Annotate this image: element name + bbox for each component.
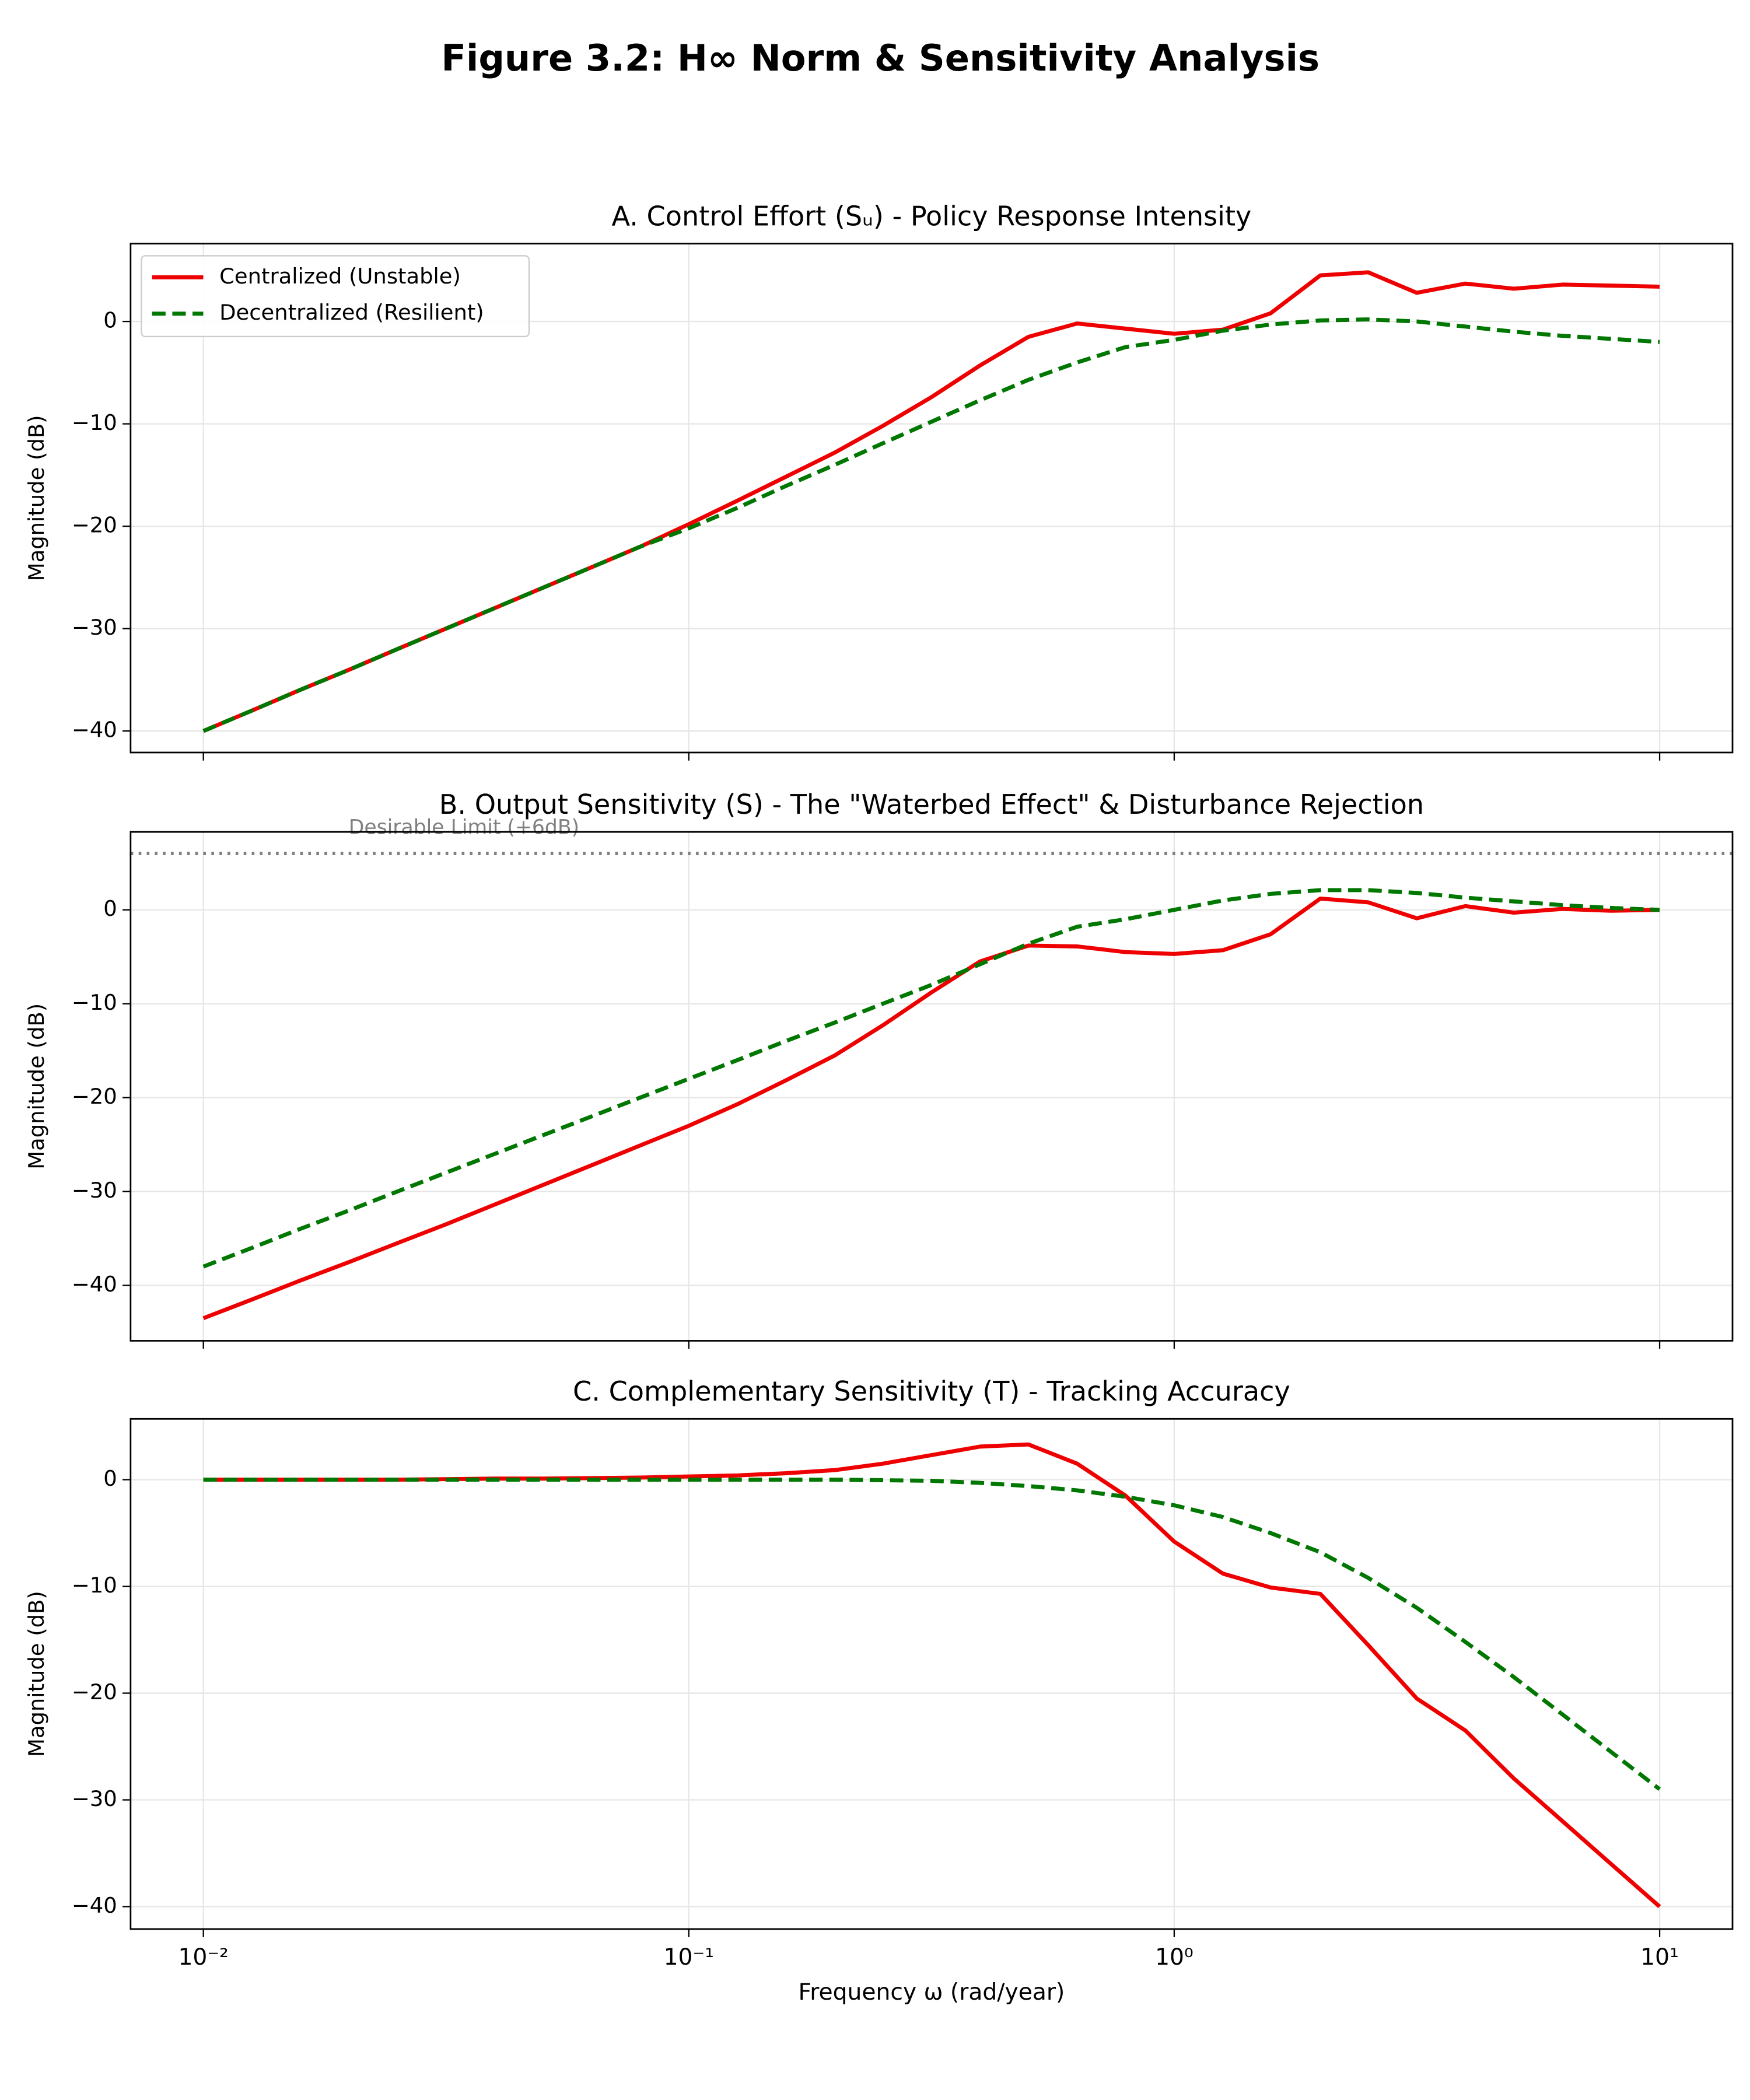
series-line xyxy=(202,317,1660,733)
reference-label: Desirable Limit (+6dB) xyxy=(349,816,579,839)
y-tick-label: −30 xyxy=(72,615,117,640)
y-tick-label: −10 xyxy=(72,990,117,1015)
series-line xyxy=(202,896,1660,1321)
y-tick-label: −10 xyxy=(72,410,117,435)
y-tick-label: 0 xyxy=(103,1466,117,1491)
plot-frame xyxy=(130,831,1734,1342)
y-tick-label: 0 xyxy=(103,308,117,333)
x-tick-label: 10⁻¹ xyxy=(664,1944,714,1971)
y-tick-label: 0 xyxy=(103,896,117,921)
plot-frame xyxy=(130,1418,1734,1930)
x-axis-label: Frequency ω (rad/year) xyxy=(799,1979,1065,2006)
y-tick-label: −20 xyxy=(72,513,117,538)
subplot-title: B. Output Sensitivity (S) - The "Waterbe… xyxy=(439,789,1424,820)
y-tick-label: −40 xyxy=(72,1272,117,1297)
subplot-title: C. Complementary Sensitivity (T) - Track… xyxy=(573,1376,1290,1407)
legend-label: Decentralized (Resilient) xyxy=(219,300,484,325)
y-tick-label: −40 xyxy=(72,718,117,743)
x-tick-label: 10⁻² xyxy=(178,1944,228,1971)
y-tick-label: −10 xyxy=(72,1573,117,1598)
y-tick-label: −30 xyxy=(72,1178,117,1203)
y-tick-label: −20 xyxy=(72,1084,117,1109)
plot-frame xyxy=(130,243,1734,754)
figure-title: Figure 3.2: H∞ Norm & Sensitivity Analys… xyxy=(441,37,1320,79)
y-tick-label: −30 xyxy=(72,1786,117,1811)
y-tick-label: −40 xyxy=(72,1893,117,1918)
y-axis-label: Magnitude (dB) xyxy=(24,1591,49,1757)
legend-box xyxy=(141,255,530,338)
x-tick-label: 10⁰ xyxy=(1155,1944,1194,1971)
y-axis-label: Magnitude (dB) xyxy=(24,1003,49,1170)
y-axis-label: Magnitude (dB) xyxy=(24,415,49,581)
series-line xyxy=(203,1478,1661,1791)
y-tick-label: −20 xyxy=(72,1679,117,1704)
x-tick-label: 10¹ xyxy=(1640,1944,1679,1971)
series-line xyxy=(202,888,1660,1269)
subplot-title: A. Control Effort (Sᵤ) - Policy Response… xyxy=(611,200,1251,232)
legend-label: Centralized (Unstable) xyxy=(219,264,461,289)
